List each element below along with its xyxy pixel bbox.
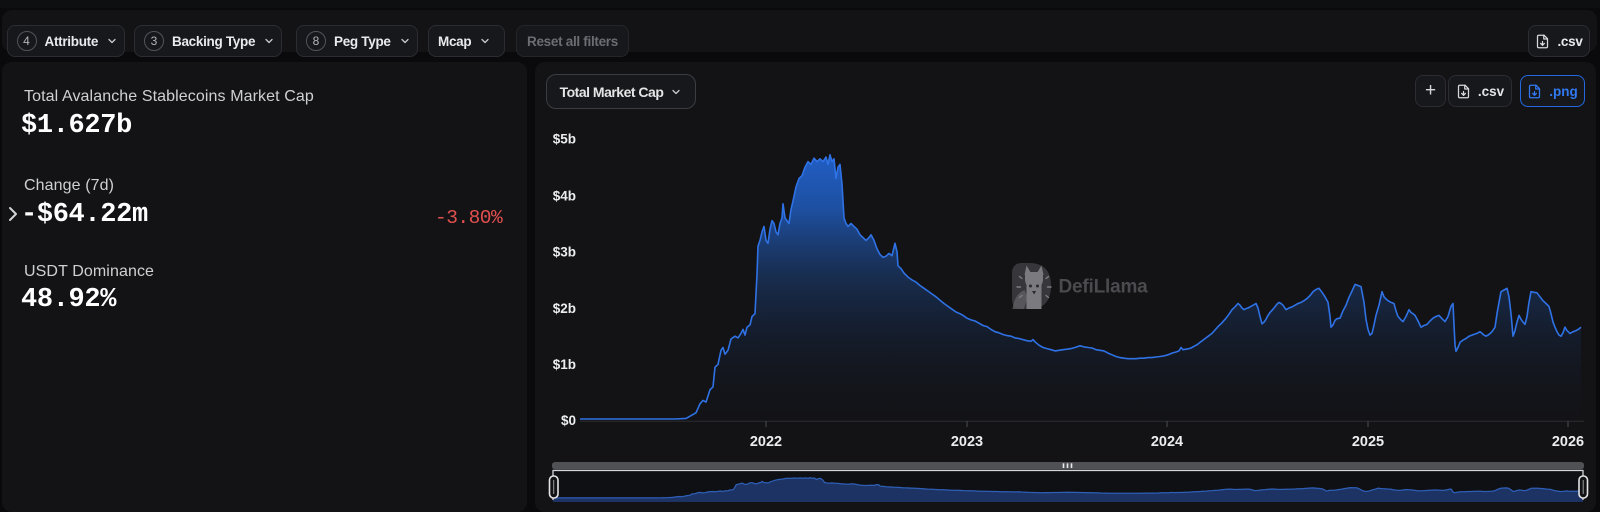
svg-text:$5b: $5b: [553, 132, 576, 147]
svg-text:$2b: $2b: [553, 301, 576, 316]
svg-text:DefiLlama: DefiLlama: [1059, 277, 1149, 298]
svg-text:2024: 2024: [1151, 434, 1183, 450]
svg-text:$4b: $4b: [553, 188, 576, 203]
svg-text:2026: 2026: [1552, 434, 1584, 450]
svg-text:$0: $0: [561, 413, 576, 428]
svg-text:2023: 2023: [951, 434, 983, 450]
svg-text:2022: 2022: [750, 434, 782, 450]
svg-text:2025: 2025: [1352, 434, 1384, 450]
svg-text:$1b: $1b: [553, 357, 576, 372]
svg-text:$3b: $3b: [553, 245, 576, 260]
